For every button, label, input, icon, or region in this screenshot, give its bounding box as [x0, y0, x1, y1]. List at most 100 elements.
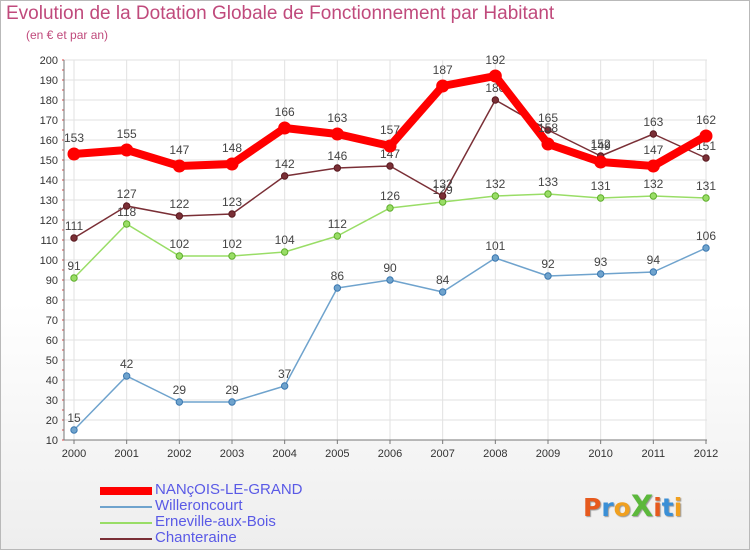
data-label: 155 [117, 127, 137, 141]
data-label: 37 [278, 367, 292, 381]
data-label: 111 [65, 219, 84, 233]
data-label: 101 [485, 239, 505, 253]
data-label: 132 [643, 177, 663, 191]
y-tick-label: 90 [46, 275, 58, 287]
data-label: 158 [538, 121, 558, 135]
data-label: 147 [169, 143, 189, 157]
data-point [70, 274, 78, 282]
legend-swatch [100, 522, 152, 524]
x-tick-label: 2000 [62, 448, 86, 460]
data-point [541, 137, 555, 151]
data-label: 104 [275, 233, 295, 247]
x-tick-label: 2010 [588, 448, 612, 460]
line-chart: 10 20 30 40 50 60 70 80 90 100 110 120 130 140 150 160 1… [40, 53, 719, 460]
y-tick-label: 100 [40, 255, 58, 267]
data-point [649, 192, 658, 200]
x-tick-label: 2011 [642, 448, 666, 460]
data-point [702, 244, 710, 252]
data-label: 133 [538, 175, 558, 189]
legend-label: Willeroncourt [155, 497, 243, 514]
plot-area [64, 60, 707, 440]
data-label: 29 [225, 383, 239, 397]
x-tick-label: 2004 [272, 448, 296, 460]
data-point [386, 204, 394, 212]
data-label: 42 [120, 357, 134, 371]
legend-swatch [100, 506, 152, 508]
data-point [699, 129, 713, 143]
y-tick-label: 30 [46, 395, 58, 407]
data-label: 15 [67, 411, 81, 425]
data-point [386, 162, 394, 170]
data-point [702, 154, 710, 162]
data-point [330, 127, 344, 141]
data-point [438, 288, 447, 296]
data-point [228, 398, 236, 406]
y-tick-label: 190 [40, 75, 58, 87]
data-point [649, 268, 658, 276]
data-label: 131 [591, 179, 611, 193]
data-label: 122 [169, 197, 189, 211]
y-tick-label: 200 [40, 55, 58, 67]
data-label: 146 [327, 149, 347, 163]
data-point [436, 79, 450, 93]
legend-swatch [100, 538, 152, 540]
data-point [280, 248, 289, 256]
data-point [122, 220, 131, 228]
y-tick-label: 110 [40, 235, 58, 247]
data-label: 131 [696, 179, 716, 193]
proxiti-logo: ProXiti [583, 489, 683, 523]
data-point [280, 172, 289, 180]
data-point [120, 143, 134, 157]
data-label: 29 [173, 383, 187, 397]
y-tick-label: 140 [40, 175, 58, 187]
data-point [67, 147, 81, 161]
y-tick-label: 20 [46, 415, 58, 427]
data-point [702, 194, 710, 202]
x-tick-label: 2006 [378, 448, 402, 460]
data-label: 90 [383, 261, 397, 275]
data-label: 142 [275, 157, 295, 171]
data-label: 147 [380, 147, 400, 161]
data-label: 147 [643, 143, 663, 157]
x-tick-label: 2003 [220, 448, 244, 460]
y-tick-label: 70 [46, 315, 58, 327]
data-label: 162 [696, 113, 716, 127]
data-label: 86 [331, 269, 345, 283]
data-label: 126 [380, 189, 400, 203]
x-tick-label: 2012 [694, 448, 718, 460]
data-point [649, 130, 658, 138]
data-point [594, 155, 608, 169]
data-point [122, 202, 131, 210]
data-point [333, 284, 342, 292]
data-label: 112 [328, 217, 347, 231]
y-tick-label: 150 [40, 155, 58, 167]
x-tick-label: 2009 [536, 448, 560, 460]
y-tick-label: 50 [46, 355, 58, 367]
data-label: 157 [380, 123, 400, 137]
x-tick-label: 2007 [430, 448, 454, 460]
data-point [491, 192, 500, 200]
data-label: 132 [433, 177, 453, 191]
data-label: 165 [538, 111, 558, 125]
y-tick-label: 180 [40, 95, 58, 107]
data-label: 106 [696, 229, 716, 243]
data-point [596, 194, 605, 202]
data-label: 163 [327, 111, 347, 125]
legend-label: Erneville-aux-Bois [155, 513, 276, 530]
data-point [544, 272, 552, 280]
data-point [172, 159, 186, 173]
data-label: 152 [591, 137, 611, 151]
data-point [333, 232, 342, 240]
data-point [383, 139, 397, 153]
data-label: 187 [433, 63, 453, 77]
data-point [70, 426, 78, 434]
data-label: 132 [485, 177, 505, 191]
data-label: 92 [541, 257, 555, 271]
data-point [228, 252, 236, 260]
data-label: 153 [64, 131, 84, 145]
data-point [175, 252, 184, 260]
y-tick-label: 120 [40, 215, 58, 227]
x-tick-label: 2002 [167, 448, 191, 460]
data-label: 102 [222, 237, 242, 251]
y-tick-label: 60 [46, 335, 58, 347]
